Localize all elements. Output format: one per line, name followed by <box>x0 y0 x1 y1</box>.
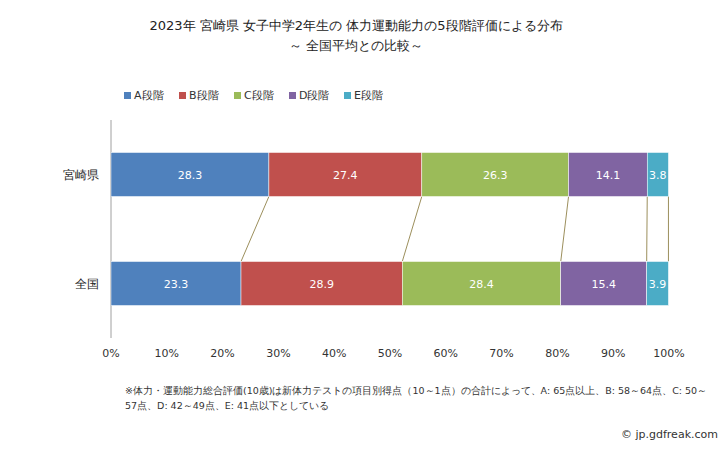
bar-segment <box>111 262 241 306</box>
bar-segment <box>561 262 647 306</box>
source: © jp.gdfreak.com <box>621 428 718 441</box>
legend-swatch <box>344 92 351 99</box>
x-tick <box>501 338 502 339</box>
category-label: 全国 <box>75 277 99 291</box>
x-tick-label: 90% <box>601 347 625 360</box>
subtitle: ～ 全国平均との比較～ <box>289 38 423 53</box>
connector-line <box>668 197 669 262</box>
bar-segment <box>269 153 422 197</box>
bar-segment <box>569 153 648 197</box>
connector-line <box>646 197 648 262</box>
x-tick-label: 70% <box>489 347 513 360</box>
x-tick-label: 20% <box>210 347 234 360</box>
data-label: 26.3 <box>483 169 508 182</box>
legend-swatch <box>289 92 296 99</box>
bar-segment <box>111 153 269 197</box>
x-tick <box>669 338 670 339</box>
connector-line <box>402 197 422 262</box>
data-label: 14.1 <box>596 169 621 182</box>
x-tick <box>445 338 446 339</box>
legend-label: B段階 <box>189 89 219 102</box>
x-tick-label: 10% <box>155 347 179 360</box>
bar-segment <box>422 153 569 197</box>
data-label: 28.3 <box>178 169 203 182</box>
legend-item: D段階 <box>289 89 329 102</box>
legend-item: B段階 <box>179 89 219 102</box>
legend-item: E段階 <box>344 89 383 102</box>
x-tick <box>222 338 223 339</box>
bars <box>111 153 668 306</box>
data-label: 3.9 <box>649 278 667 291</box>
legend-swatch <box>234 92 241 99</box>
legend-label: E段階 <box>354 89 383 102</box>
legend-label: C段階 <box>244 89 274 102</box>
data-label: 23.3 <box>164 278 189 291</box>
bar-segment <box>647 153 668 197</box>
legend-swatch <box>179 92 186 99</box>
legend-swatch <box>124 92 131 99</box>
bar-segment <box>402 262 560 306</box>
x-tick-label: 0% <box>102 347 119 360</box>
data-labels: 28.3 23.3 27.4 28.9 26.3 28.4 14.1 15.4 3.8 3.9 <box>164 169 667 291</box>
x-tick <box>557 338 558 339</box>
x-tick <box>166 338 167 339</box>
x-tick-label: 50% <box>378 347 402 360</box>
footnote: 57点、D: 42～49点、E: 41点以下としている <box>125 400 329 411</box>
data-label: 28.9 <box>309 278 334 291</box>
x-tick-label: 40% <box>322 347 346 360</box>
x-tick <box>334 338 335 339</box>
connector-line <box>561 197 569 262</box>
legend-item: C段階 <box>234 89 274 102</box>
data-label: 3.8 <box>649 169 667 182</box>
legend-label: D段階 <box>299 89 329 102</box>
footnote: ※体力・運動能力総合評価(10歳)は新体力テストの項目別得点（10～1点）の合計… <box>125 385 707 396</box>
x-tick-label: 100% <box>653 347 684 360</box>
x-tick <box>613 338 614 339</box>
data-label: 15.4 <box>591 278 616 291</box>
x-tick <box>390 338 391 339</box>
x-tick <box>111 338 112 339</box>
x-tick-label: 30% <box>266 347 290 360</box>
data-label: 28.4 <box>469 278 494 291</box>
x-tick-label: 60% <box>434 347 458 360</box>
legend-item: A段階 <box>124 89 164 102</box>
x-tick <box>278 338 279 339</box>
data-label: 27.4 <box>333 169 358 182</box>
bar-segment <box>241 262 402 306</box>
legend-label: A段階 <box>134 89 164 102</box>
connector-line <box>241 197 269 262</box>
category-label: 宮崎県 <box>63 168 99 182</box>
x-tick-label: 80% <box>545 347 569 360</box>
title: 2023年 宮崎県 女子中学2年生の 体力運動能力の5段階評価による分布 <box>149 18 562 33</box>
chart: 2023年 宮崎県 女子中学2年生の 体力運動能力の5段階評価による分布 ～ 全国… <box>0 0 728 450</box>
bar-segment <box>647 262 669 306</box>
background <box>0 0 728 450</box>
